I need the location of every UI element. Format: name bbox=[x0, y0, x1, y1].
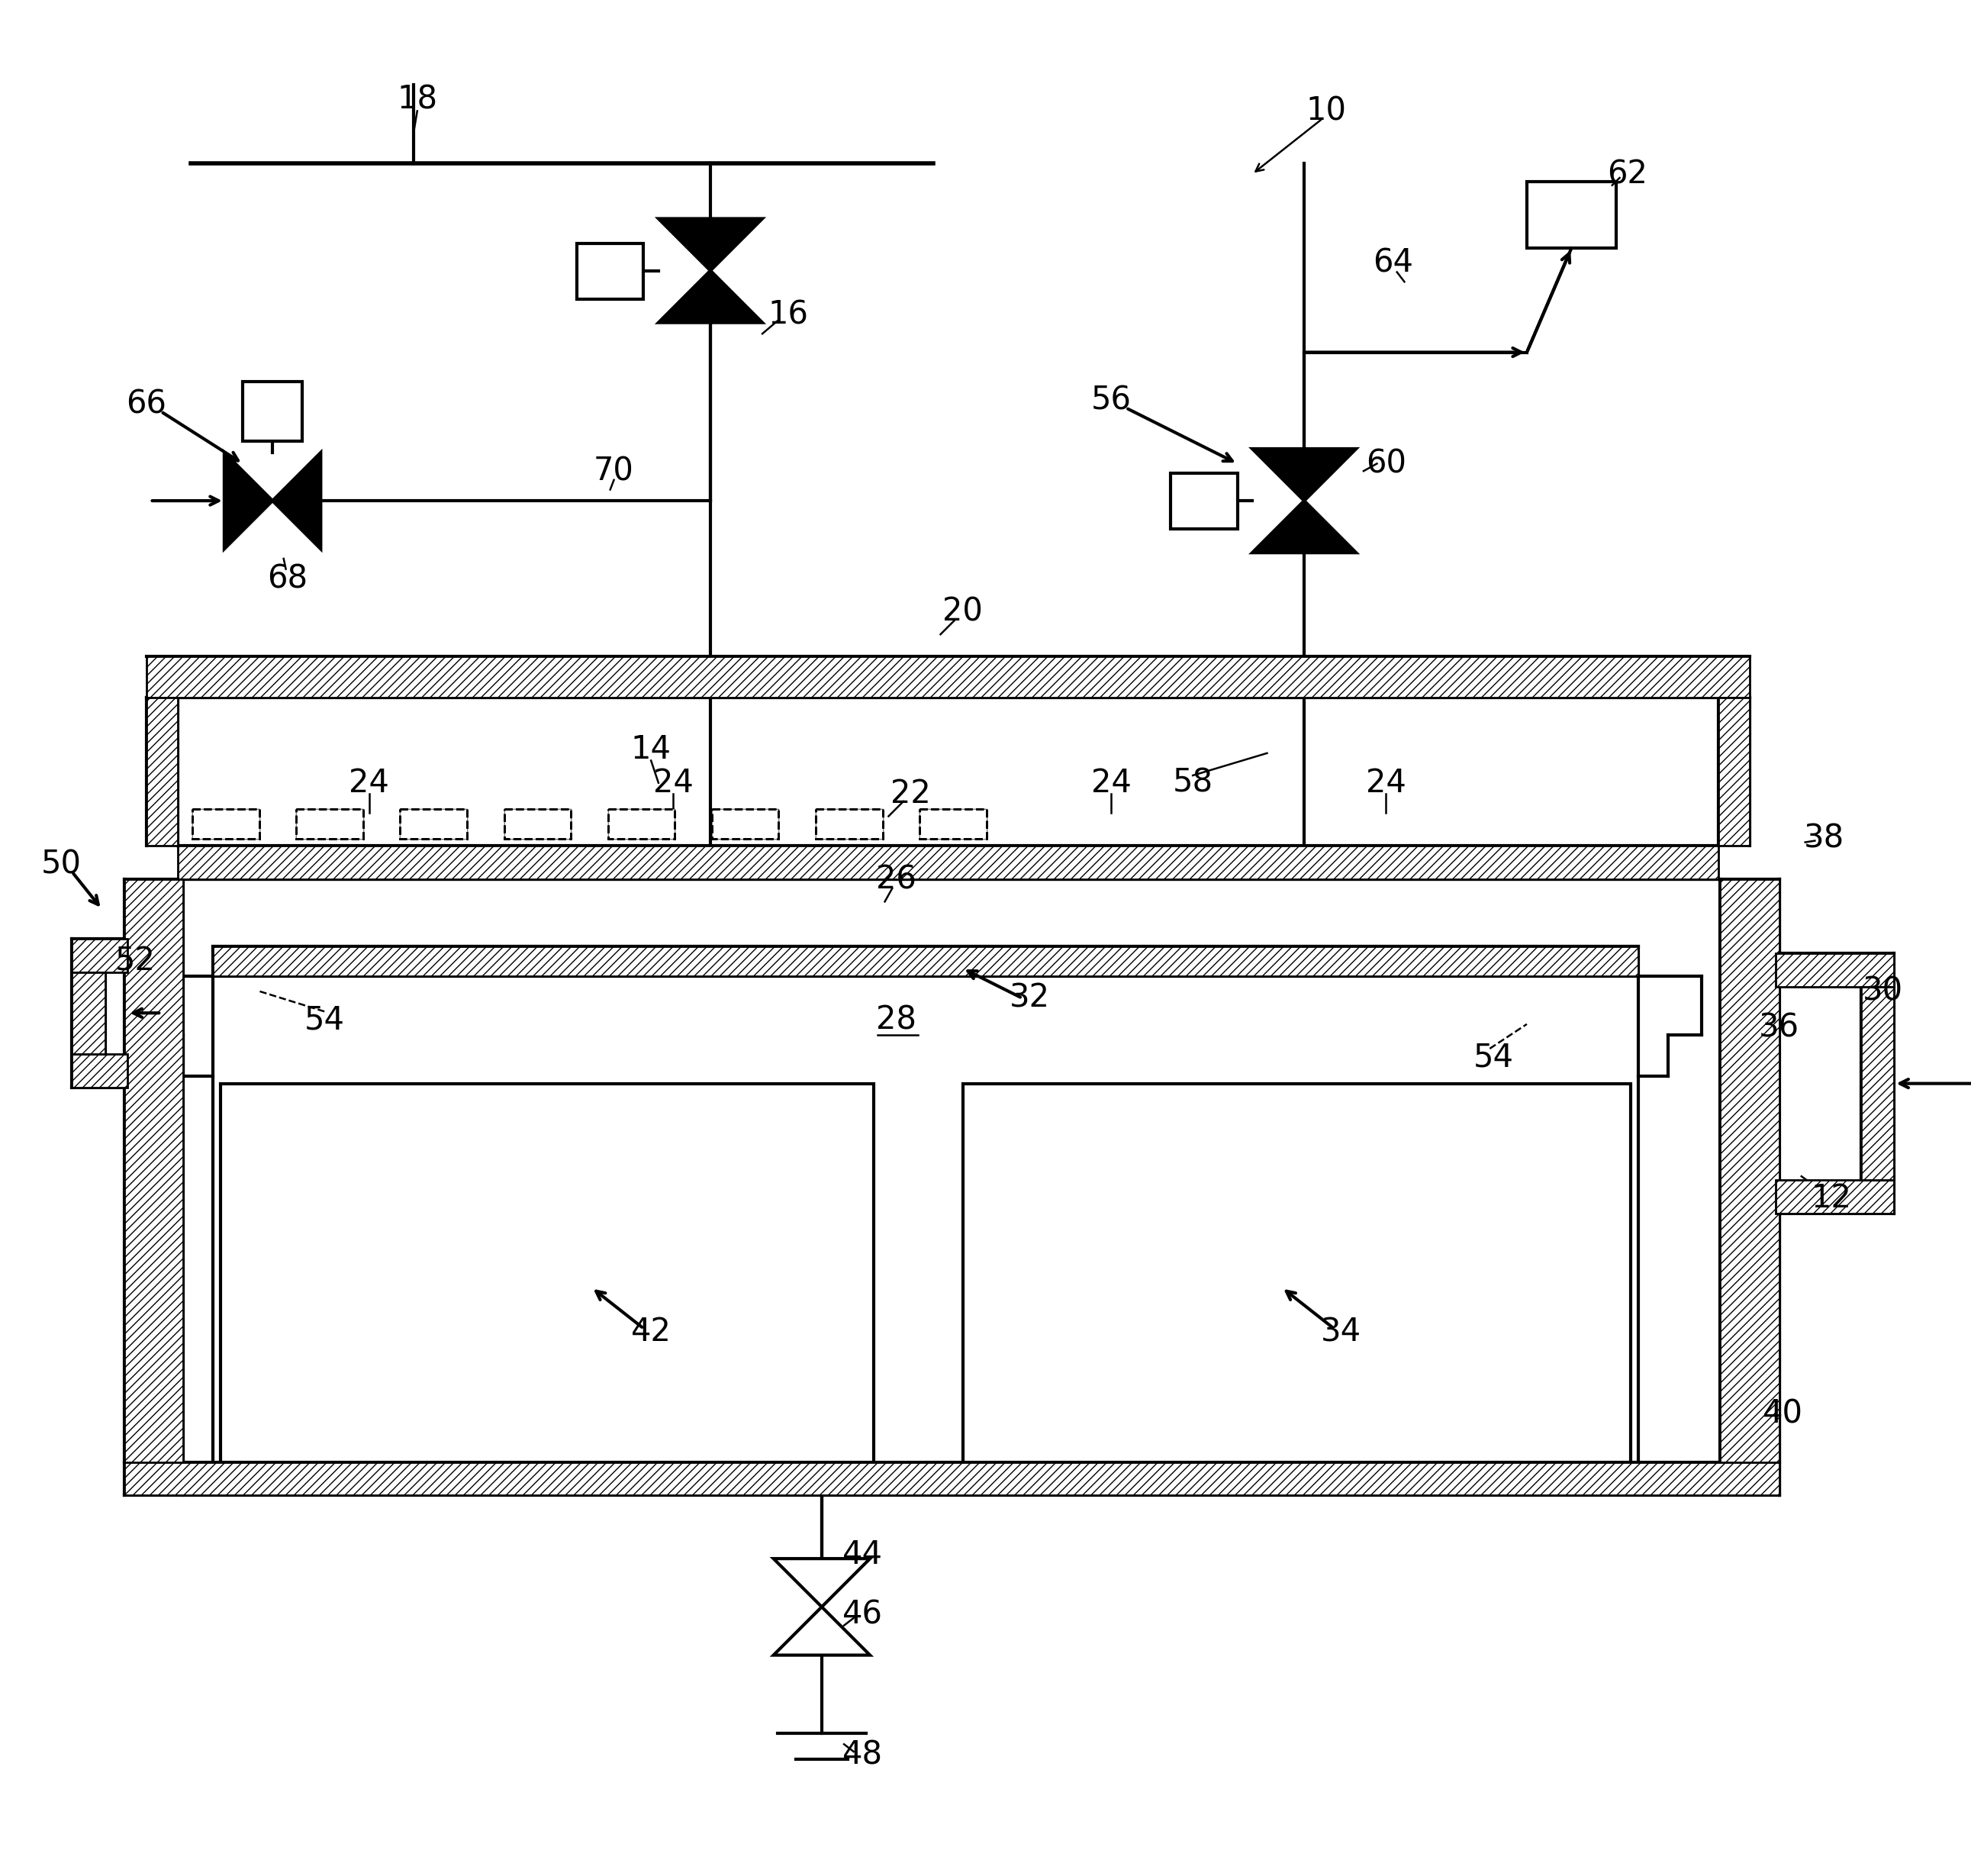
Text: 24: 24 bbox=[1092, 767, 1131, 799]
Bar bbox=[213, 946, 1638, 1461]
Text: 24: 24 bbox=[1366, 767, 1405, 799]
Text: 20: 20 bbox=[942, 597, 984, 628]
Text: 60: 60 bbox=[1366, 448, 1405, 480]
Bar bbox=[400, 809, 467, 839]
Text: 26: 26 bbox=[875, 863, 917, 895]
Text: 24: 24 bbox=[652, 767, 694, 799]
Text: 34: 34 bbox=[1321, 1317, 1362, 1349]
Polygon shape bbox=[773, 1608, 869, 1655]
Text: 36: 36 bbox=[1758, 1011, 1800, 1043]
Text: 38: 38 bbox=[1803, 822, 1845, 855]
Polygon shape bbox=[658, 219, 763, 270]
Bar bbox=[146, 657, 1750, 698]
Bar bbox=[221, 1084, 873, 1461]
Text: 70: 70 bbox=[593, 456, 635, 488]
Bar bbox=[296, 809, 363, 839]
Text: 22: 22 bbox=[891, 779, 930, 810]
Bar bbox=[816, 809, 883, 839]
Bar bbox=[124, 880, 183, 1495]
Bar bbox=[177, 846, 1719, 880]
Bar bbox=[1171, 473, 1238, 529]
Text: 44: 44 bbox=[842, 1538, 883, 1570]
Bar bbox=[242, 383, 302, 441]
Text: 46: 46 bbox=[842, 1598, 883, 1630]
Bar bbox=[505, 809, 572, 839]
Polygon shape bbox=[773, 1559, 869, 1608]
Text: 62: 62 bbox=[1606, 158, 1648, 189]
Bar bbox=[505, 809, 572, 839]
Text: 68: 68 bbox=[268, 563, 307, 595]
Bar bbox=[73, 1054, 128, 1088]
Text: 48: 48 bbox=[842, 1739, 883, 1771]
Bar bbox=[146, 698, 177, 846]
Bar bbox=[193, 809, 258, 839]
Bar bbox=[1719, 698, 1750, 846]
Bar bbox=[193, 809, 258, 839]
Text: 14: 14 bbox=[631, 734, 672, 765]
Bar bbox=[1721, 880, 1780, 1495]
Bar bbox=[712, 809, 779, 839]
Bar bbox=[400, 809, 467, 839]
Polygon shape bbox=[1252, 501, 1356, 553]
Bar bbox=[816, 809, 883, 839]
Bar bbox=[124, 1461, 1780, 1495]
Bar bbox=[1528, 182, 1616, 248]
Text: 30: 30 bbox=[1863, 976, 1904, 1007]
Polygon shape bbox=[225, 452, 272, 550]
Polygon shape bbox=[1252, 448, 1356, 501]
Text: 56: 56 bbox=[1092, 385, 1131, 416]
Text: 66: 66 bbox=[126, 388, 166, 420]
Bar bbox=[73, 972, 106, 1054]
Bar bbox=[578, 244, 645, 298]
Text: 58: 58 bbox=[1173, 767, 1212, 799]
Bar bbox=[920, 809, 987, 839]
Bar bbox=[607, 809, 674, 839]
Bar bbox=[1776, 1180, 1894, 1214]
Polygon shape bbox=[272, 452, 321, 550]
Bar bbox=[505, 809, 572, 839]
Text: 52: 52 bbox=[114, 946, 156, 977]
Bar bbox=[296, 809, 363, 839]
Polygon shape bbox=[658, 270, 763, 323]
Text: 24: 24 bbox=[349, 767, 388, 799]
Text: 42: 42 bbox=[631, 1317, 672, 1349]
Bar bbox=[213, 946, 1638, 976]
Text: 16: 16 bbox=[769, 298, 808, 332]
Bar bbox=[816, 809, 883, 839]
Bar bbox=[607, 809, 674, 839]
Text: 18: 18 bbox=[396, 84, 438, 116]
Text: 12: 12 bbox=[1811, 1182, 1851, 1214]
Text: 50: 50 bbox=[41, 848, 81, 880]
Bar bbox=[400, 809, 467, 839]
Text: 10: 10 bbox=[1307, 96, 1346, 128]
Bar bbox=[73, 938, 128, 972]
Text: 40: 40 bbox=[1762, 1398, 1803, 1430]
Text: 32: 32 bbox=[1009, 983, 1051, 1015]
Bar bbox=[1861, 987, 1894, 1180]
Bar bbox=[712, 809, 779, 839]
Bar bbox=[607, 809, 674, 839]
Bar bbox=[920, 809, 987, 839]
Bar bbox=[962, 1084, 1630, 1461]
Bar bbox=[296, 809, 363, 839]
Text: 28: 28 bbox=[875, 1004, 917, 1036]
Bar bbox=[1776, 953, 1894, 987]
Bar bbox=[712, 809, 779, 839]
Bar bbox=[193, 809, 258, 839]
Text: 54: 54 bbox=[1472, 1041, 1514, 1073]
Text: 64: 64 bbox=[1374, 248, 1413, 280]
Bar bbox=[920, 809, 987, 839]
Text: 54: 54 bbox=[304, 1004, 345, 1036]
